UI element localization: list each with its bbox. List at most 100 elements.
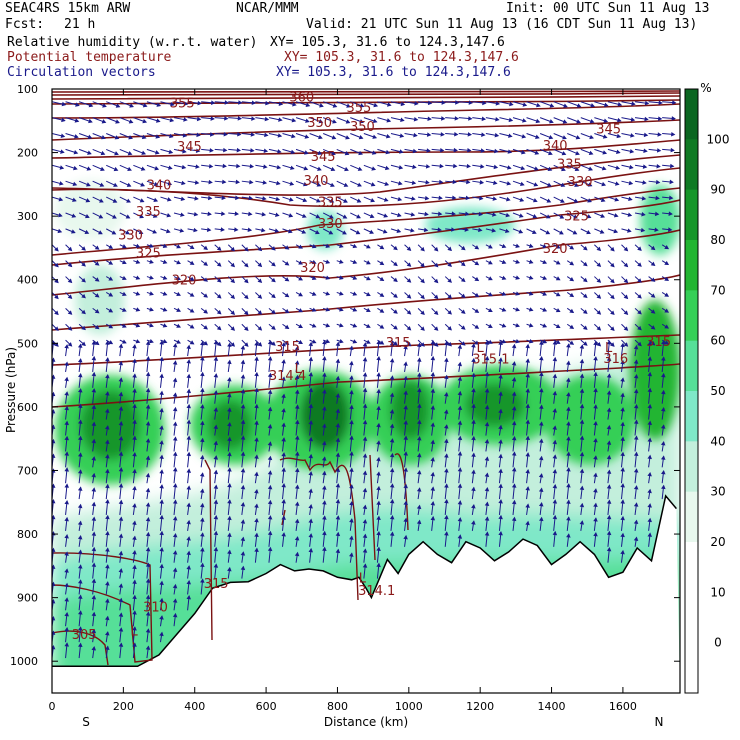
vector-head [193, 211, 199, 217]
vector-head [298, 292, 303, 297]
vector-head [569, 261, 575, 266]
vector-head [521, 134, 527, 139]
vector-head [346, 103, 351, 108]
vector-head [525, 469, 530, 474]
vector-head [186, 594, 192, 600]
vector-head [606, 499, 612, 504]
vector-head [650, 261, 656, 267]
vector-head [466, 179, 471, 185]
vector-head [616, 133, 622, 139]
vector-head [596, 326, 602, 331]
vector-head [308, 547, 314, 553]
vector-head [566, 467, 571, 472]
x-axis: 0 200 400 600 800 1000 1200 1400 1600 [49, 89, 637, 713]
vector-head [471, 504, 476, 509]
vector-head [569, 308, 575, 314]
vector-head [460, 325, 466, 330]
vector-head [64, 451, 70, 456]
vector-head [474, 340, 480, 345]
x-tick-label: 800 [327, 700, 348, 713]
vector-head [515, 243, 520, 248]
vector-head [240, 565, 246, 571]
vector-head [118, 421, 124, 426]
vector-head [664, 292, 670, 297]
vector-head [382, 229, 388, 234]
vector-head [118, 568, 124, 573]
vector-head [426, 132, 432, 137]
vector-head [254, 403, 259, 409]
vector-head [669, 179, 674, 185]
vector-head [104, 615, 110, 621]
vector-head [74, 134, 79, 139]
vector-head [376, 530, 381, 536]
vector-head [73, 165, 78, 171]
vector-head [176, 323, 181, 328]
vector-head [289, 197, 294, 202]
vector-head [254, 471, 259, 477]
vector-head [596, 294, 602, 299]
vector-head [532, 198, 538, 203]
vector-head [86, 166, 92, 171]
vector-head [94, 245, 100, 250]
vector-head [85, 213, 90, 219]
vector-head [54, 310, 59, 316]
vector-head [75, 102, 80, 107]
vector-head [349, 518, 354, 523]
vector-head [593, 455, 598, 460]
vector-head [633, 419, 639, 424]
vector-head [267, 484, 273, 490]
vector-head [433, 278, 439, 284]
vector-head [294, 467, 300, 473]
vector-head [528, 259, 534, 264]
vector-head [142, 118, 148, 124]
vector-head [457, 451, 463, 456]
vector-head [460, 341, 466, 346]
vector-head [420, 262, 425, 268]
vector-head [122, 323, 127, 328]
vector-head [335, 437, 341, 443]
vector-head [661, 372, 666, 378]
vector-head [474, 324, 480, 329]
vector-head [57, 228, 63, 234]
vector-head [294, 419, 300, 425]
vector-head [552, 356, 558, 362]
vector-head [169, 133, 174, 139]
vector-head [457, 390, 463, 396]
init-time: Init: 00 UTC Sun 11 Aug 13 [506, 1, 710, 16]
vector-head [508, 117, 514, 123]
vector-head [384, 181, 390, 186]
vector-head [91, 611, 97, 617]
vector-head [600, 213, 606, 218]
vector-head [141, 150, 147, 155]
vector-head [660, 407, 666, 412]
colorbar-unit: % [700, 81, 711, 95]
vector-head [200, 404, 205, 409]
vector-head [582, 309, 588, 314]
vector-head [91, 456, 96, 461]
vector-head [169, 117, 175, 123]
vector-head [64, 483, 70, 488]
vector-head [271, 277, 276, 283]
vector-head [118, 436, 124, 441]
vector-head [546, 198, 552, 203]
vector-head [362, 453, 368, 458]
vector-head [525, 358, 530, 363]
vector-head [479, 195, 484, 201]
vector-head [126, 182, 132, 187]
vector-head [94, 261, 100, 266]
vector-head [623, 310, 629, 315]
vector-head [430, 439, 435, 445]
vector-head [452, 195, 457, 201]
vector-head [633, 359, 639, 364]
vector-head [420, 342, 425, 347]
vector-head [251, 100, 257, 106]
vector-head [460, 293, 466, 298]
vector-head [172, 533, 178, 538]
vector-head [457, 467, 463, 472]
vector-head [633, 451, 639, 457]
theta-contour-label: 305 [72, 628, 97, 643]
vector-head [593, 532, 598, 537]
vector-head [410, 212, 416, 217]
vector-head [235, 195, 240, 201]
vector-head [240, 345, 246, 350]
